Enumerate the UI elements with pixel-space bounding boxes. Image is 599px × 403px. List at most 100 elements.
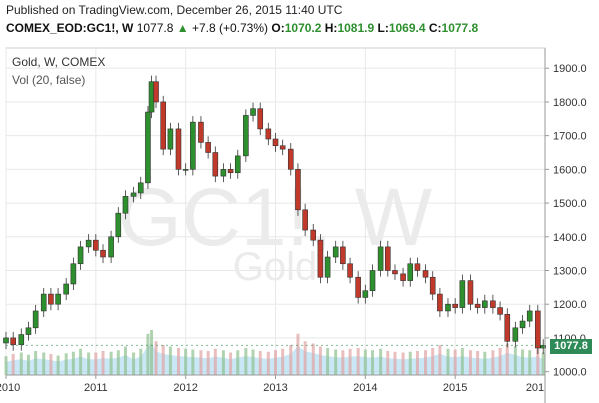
volume-bar bbox=[453, 349, 457, 375]
candle-body bbox=[355, 276, 361, 298]
volume-bar bbox=[206, 351, 210, 375]
published-line: Published on TradingView.com, December 2… bbox=[6, 3, 343, 17]
volume-bar bbox=[109, 351, 113, 375]
volume-bar bbox=[296, 333, 300, 375]
candle-body bbox=[25, 327, 32, 335]
legend-volume: Vol (20, false) bbox=[12, 73, 86, 87]
volume-bar bbox=[393, 351, 397, 375]
low-value: 1069.4 bbox=[388, 21, 426, 35]
volume-bar bbox=[521, 349, 525, 375]
volume-bar bbox=[289, 345, 293, 375]
high-label: H: bbox=[324, 21, 338, 35]
volume-bar bbox=[94, 352, 98, 375]
volume-bar bbox=[424, 350, 428, 375]
volume-bar bbox=[139, 348, 143, 375]
volume-bar bbox=[468, 350, 472, 375]
volume-bar bbox=[123, 346, 127, 375]
price-tick-label: 1800.0 bbox=[553, 97, 587, 109]
candle-body bbox=[535, 310, 541, 349]
candle-body bbox=[340, 246, 346, 265]
candle-body bbox=[130, 192, 137, 197]
volume-bar bbox=[244, 348, 248, 375]
volume-bar bbox=[536, 348, 540, 375]
volume-bar bbox=[476, 351, 480, 375]
volume-bar bbox=[386, 351, 390, 375]
candle-body bbox=[362, 290, 369, 298]
volume-bar bbox=[334, 349, 338, 375]
volume-bar bbox=[401, 352, 405, 375]
candle-body bbox=[145, 111, 151, 184]
volume-bar bbox=[116, 350, 120, 375]
volume-bar bbox=[199, 350, 203, 375]
volume-bar bbox=[415, 351, 419, 375]
change-value: +7.8 (+0.73%) bbox=[191, 21, 269, 35]
symbol-label: COMEX_EOD:GC1!, W bbox=[6, 21, 134, 35]
volume-bar bbox=[213, 348, 217, 375]
time-tick-label: 2011 bbox=[84, 382, 108, 394]
candle-body bbox=[175, 128, 182, 170]
price-tick-label: 1200.0 bbox=[553, 299, 587, 311]
candle-body bbox=[445, 303, 451, 312]
close-label: C: bbox=[428, 21, 442, 35]
candle-body bbox=[287, 148, 294, 170]
open-label: O: bbox=[271, 21, 285, 35]
volume-bar bbox=[281, 348, 285, 375]
candle-body bbox=[167, 128, 174, 150]
volume-bar bbox=[56, 355, 60, 375]
time-tick-label: 2013 bbox=[263, 382, 287, 394]
candle-body bbox=[347, 263, 353, 278]
volume-bar bbox=[274, 350, 277, 375]
candle-body bbox=[250, 108, 256, 116]
volume-bar bbox=[258, 351, 262, 375]
volume-bar bbox=[79, 348, 83, 375]
legend-title: Gold, W, COMEX bbox=[12, 55, 106, 69]
candle-body bbox=[3, 337, 9, 344]
price-chart[interactable]: GC1!, W Gold 1000.01100.01200.01300.0140… bbox=[0, 40, 599, 403]
price-tick-label: 1900.0 bbox=[553, 63, 587, 75]
candle-body bbox=[108, 236, 114, 258]
volume-bar bbox=[26, 354, 30, 375]
candle-body bbox=[482, 300, 488, 308]
candle-body bbox=[55, 293, 61, 305]
volume-bar bbox=[49, 354, 53, 375]
candle-body bbox=[220, 169, 227, 177]
candle-body bbox=[227, 169, 234, 174]
candle-body bbox=[160, 101, 167, 150]
volume-bar bbox=[11, 354, 15, 375]
candle-body bbox=[70, 263, 77, 285]
candle-body bbox=[459, 280, 466, 308]
candle-body bbox=[205, 142, 211, 153]
volume-bar bbox=[266, 351, 270, 375]
candle-body bbox=[512, 327, 519, 342]
time-tick-label: 2014 bbox=[353, 382, 377, 394]
candle-body bbox=[317, 239, 324, 278]
time-axis: 2010 2011 2012 2013 2014 2015 201 bbox=[0, 374, 546, 394]
volume-bar bbox=[408, 351, 412, 375]
volume-bar bbox=[528, 350, 532, 375]
candle-body bbox=[377, 246, 384, 271]
price-tick-label: 1700.0 bbox=[553, 131, 587, 143]
volume-bar bbox=[303, 341, 307, 375]
candle-body bbox=[153, 81, 159, 103]
candle-body bbox=[332, 246, 339, 258]
volume-bar bbox=[184, 348, 188, 375]
open-value: 1070.2 bbox=[284, 21, 322, 35]
volume-bar bbox=[154, 341, 158, 375]
close-value: 1077.8 bbox=[441, 21, 479, 35]
volume-bar bbox=[132, 352, 136, 375]
candle-body bbox=[137, 182, 144, 194]
candle-body bbox=[302, 209, 308, 231]
candle-body bbox=[122, 196, 129, 214]
candle-body bbox=[100, 249, 106, 258]
candle-body bbox=[422, 270, 429, 278]
volume-bar bbox=[341, 350, 345, 375]
volume-bar bbox=[146, 333, 150, 375]
volume-bar bbox=[87, 352, 91, 375]
volume-series bbox=[4, 330, 545, 375]
volume-bar bbox=[505, 343, 509, 375]
time-tick-label: 2012 bbox=[173, 382, 197, 394]
volume-bar bbox=[221, 350, 225, 375]
volume-bar bbox=[42, 352, 46, 375]
price-tick-label: 1500.0 bbox=[553, 198, 587, 210]
